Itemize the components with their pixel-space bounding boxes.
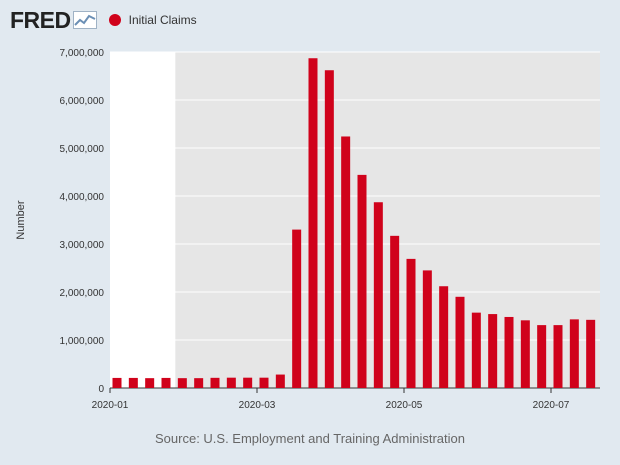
bar[interactable] [406,258,416,388]
x-axis: 2020-01 2020-03 2020-05 2020-07 [92,388,570,411]
bar[interactable] [439,286,449,388]
fred-logo[interactable]: FRED [10,6,71,33]
bar[interactable] [504,316,514,388]
line-chart-icon [72,11,97,29]
bar[interactable] [537,325,547,388]
bar[interactable] [422,270,432,388]
bar[interactable] [112,377,122,388]
bar[interactable] [471,312,481,388]
bar[interactable] [455,296,465,388]
bar[interactable] [569,319,579,388]
y-tick-label: 3,000,000 [60,240,105,251]
bar[interactable] [177,378,187,388]
bar[interactable] [520,320,530,388]
plot-highlight-band [110,52,176,388]
bar[interactable] [324,70,334,389]
bar[interactable] [553,325,563,388]
bar[interactable] [341,136,351,388]
bar[interactable] [373,202,383,388]
legend-swatch [108,14,121,26]
gridlines [110,51,600,389]
bar[interactable] [226,377,236,388]
bar[interactable] [586,319,596,388]
source-note: Source: U.S. Employment and Training Adm… [155,431,465,446]
bar[interactable] [275,374,285,388]
bars [112,58,596,389]
bar[interactable] [357,174,367,388]
header: FRED Initial Claims [10,6,197,34]
x-tick-label: 2020-01 [92,400,129,411]
y-tick-label: 0 [98,384,104,395]
bar[interactable] [390,235,400,388]
y-tick-label: 7,000,000 [60,48,105,59]
bar[interactable] [259,377,269,388]
y-tick-label: 2,000,000 [60,288,105,299]
x-tick-label: 2020-07 [533,400,570,411]
y-axis-title: Number [15,200,27,239]
y-tick-label: 6,000,000 [60,96,105,107]
bar[interactable] [210,377,220,388]
legend-label[interactable]: Initial Claims [128,13,197,27]
x-tick-label: 2020-05 [386,400,423,411]
legend: Initial Claims [108,13,197,27]
y-axis: 0 1,000,000 2,000,000 3,000,000 4,000,000 5,0… [60,48,105,395]
bar[interactable] [308,58,318,389]
bar[interactable] [292,229,302,388]
bar[interactable] [194,378,204,388]
bar[interactable] [488,314,498,388]
bar[interactable] [145,378,155,388]
y-tick-label: 4,000,000 [60,192,105,203]
bar[interactable] [243,377,253,388]
y-tick-label: 1,000,000 [60,336,105,347]
plot-area [110,52,600,388]
x-tick-label: 2020-03 [239,400,276,411]
y-tick-label: 5,000,000 [60,144,105,155]
bar[interactable] [161,377,171,388]
bar[interactable] [128,377,138,388]
